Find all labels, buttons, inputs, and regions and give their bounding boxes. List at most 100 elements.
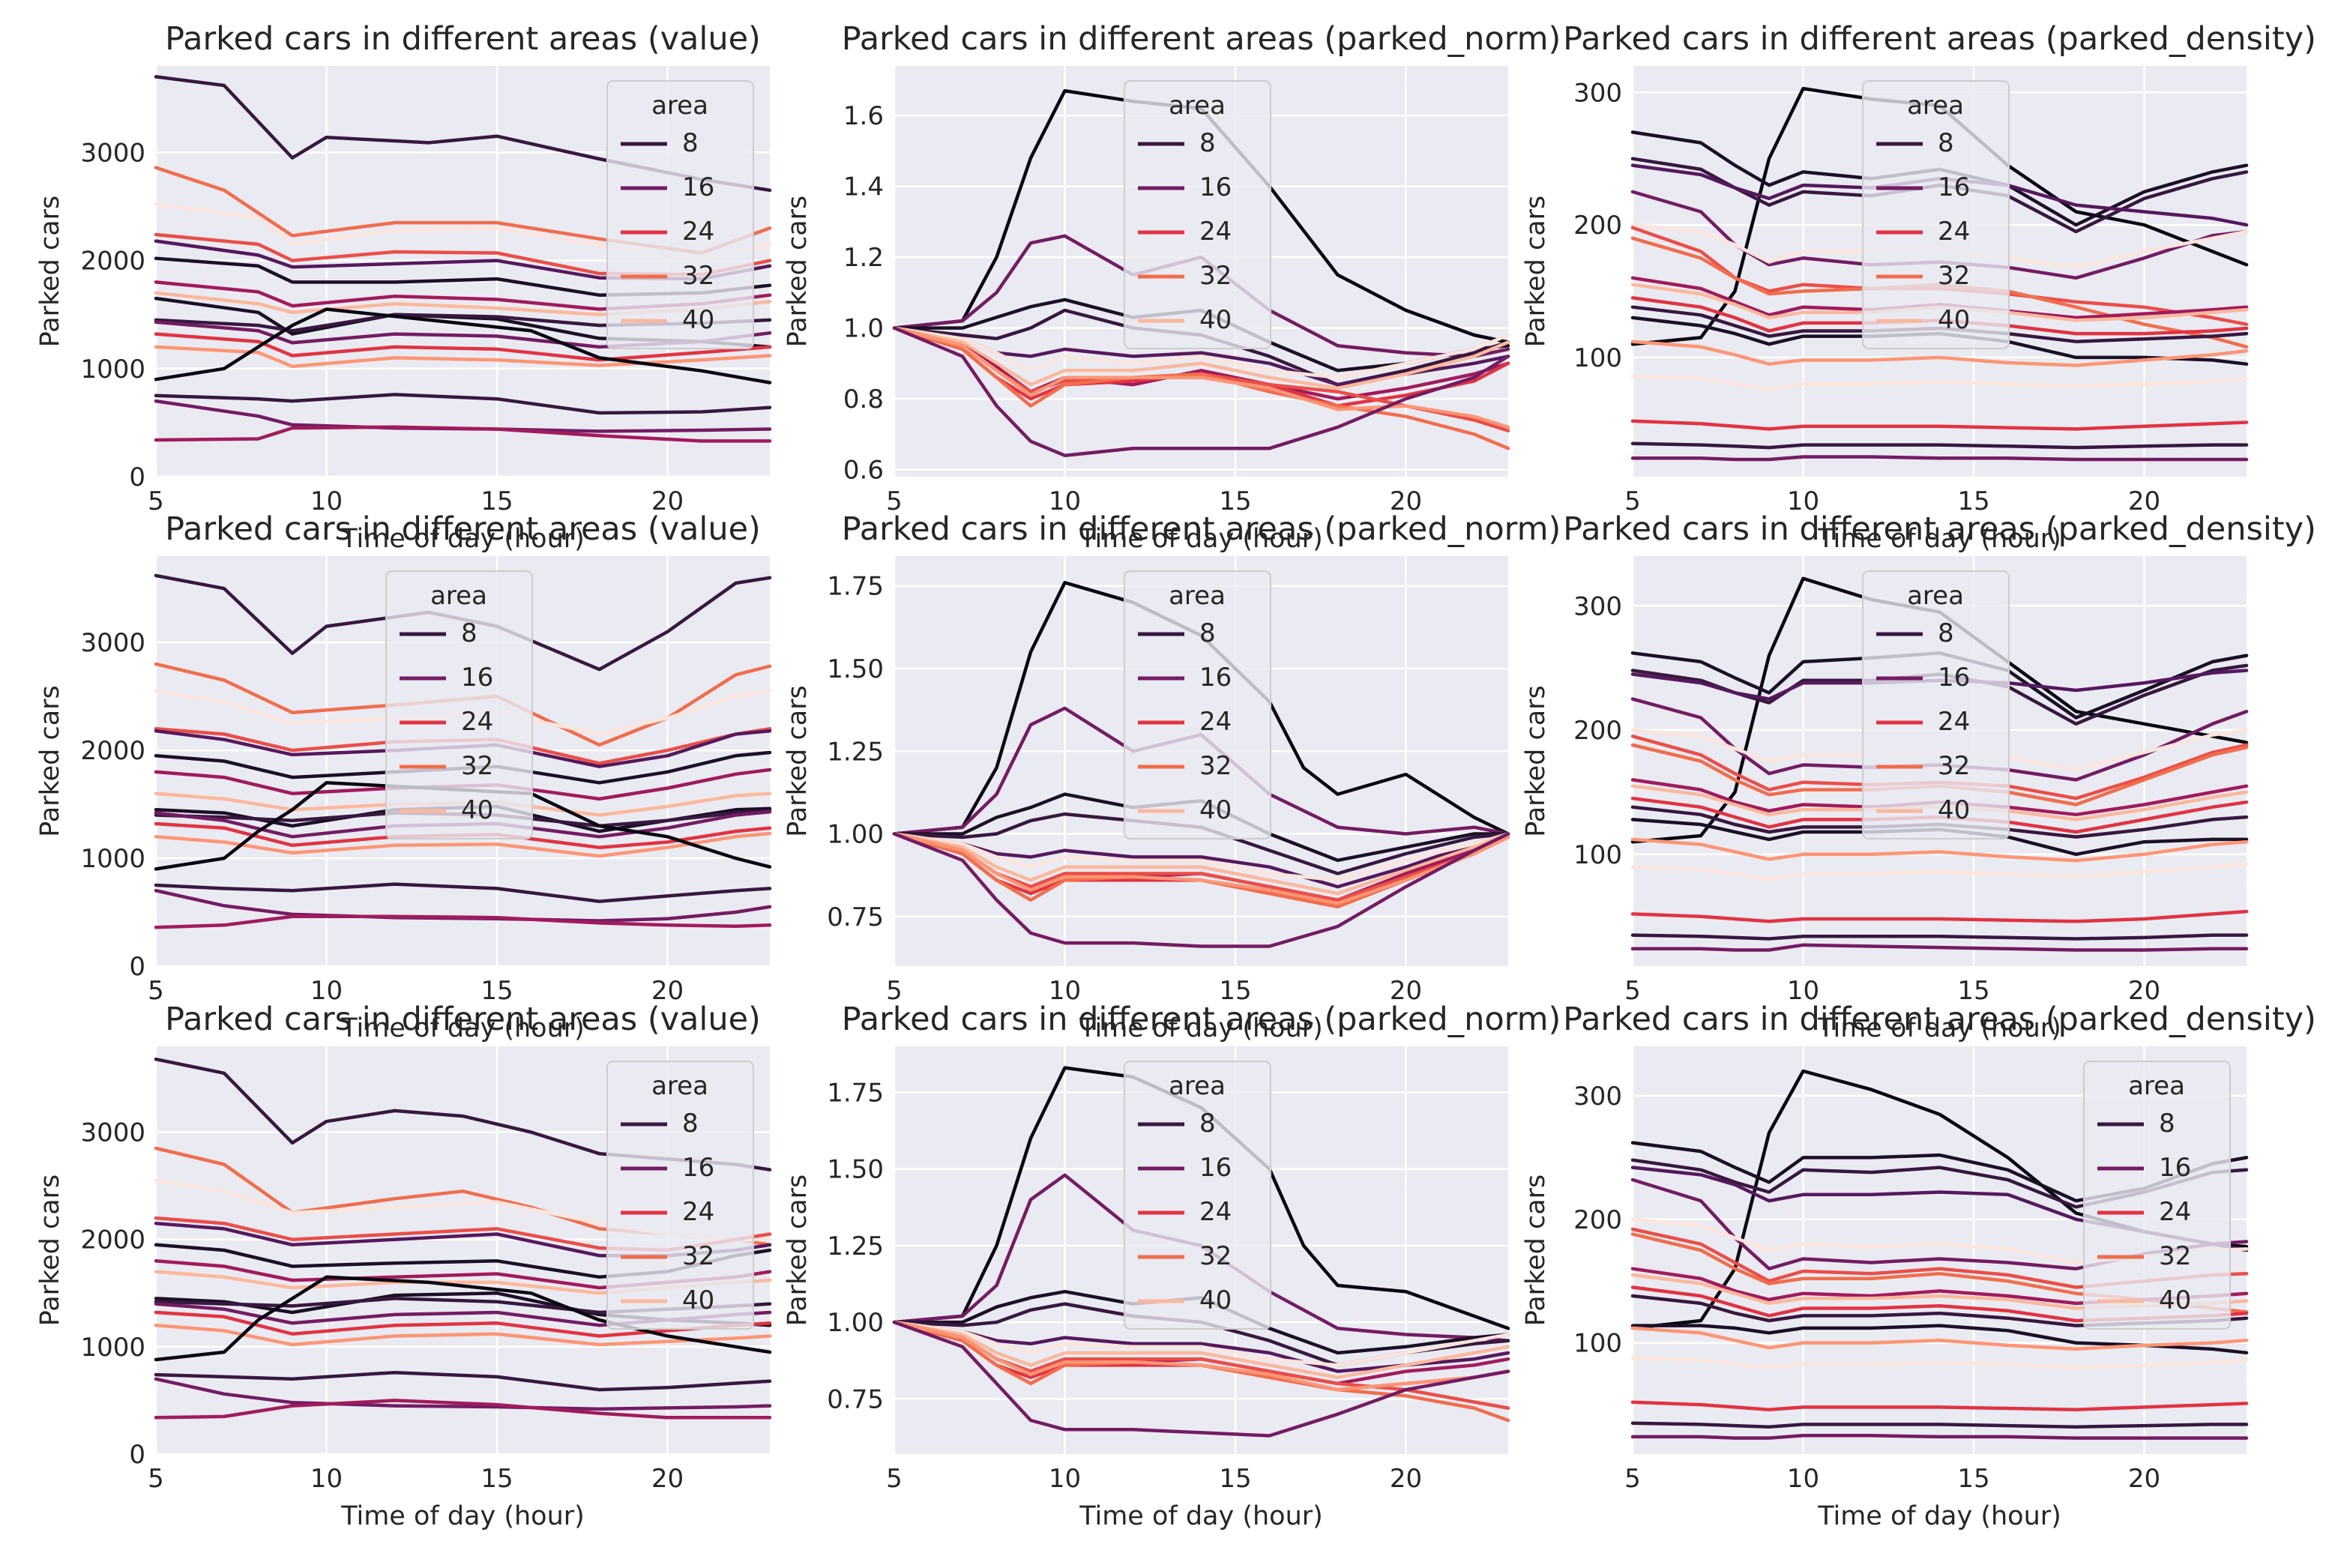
series-line-18 bbox=[1630, 455, 2249, 462]
y-axis-label: Parked cars bbox=[35, 196, 65, 348]
series-line-13 bbox=[892, 1320, 1510, 1438]
x-tick-label: 20 bbox=[2128, 486, 2160, 516]
x-axis-label: Time of day (hour) bbox=[1079, 1013, 1323, 1043]
series-line-17 bbox=[154, 425, 772, 443]
legend-entry: 32 bbox=[2159, 1241, 2191, 1271]
chart-panel-5: 5 10 15 20 0.75 1.00 1.25 1.50 1.75 area 8 16 24 32 40… bbox=[783, 510, 1561, 1043]
chart-title: Parked cars in different areas (parked_n… bbox=[842, 20, 1561, 58]
series-line-6 bbox=[892, 832, 1510, 882]
series-line-13 bbox=[892, 326, 1510, 457]
legend-title: area bbox=[1907, 581, 1964, 611]
legend-entry: 16 bbox=[1199, 172, 1232, 202]
y-axis-label: Parked cars bbox=[35, 1175, 65, 1327]
x-axis-label: Time of day (hour) bbox=[1079, 524, 1323, 554]
y-tick-label: 1.50 bbox=[827, 654, 884, 684]
x-axis-label: Time of day (hour) bbox=[340, 524, 585, 554]
y-axis-label: Parked cars bbox=[35, 685, 65, 837]
chart-title: Parked cars in different areas (parked_n… bbox=[842, 1001, 1561, 1038]
x-tick-label: 20 bbox=[651, 976, 684, 1006]
x-tick-label: 20 bbox=[1390, 1464, 1422, 1494]
series-line-14 bbox=[154, 307, 772, 385]
legend-entry: 8 bbox=[682, 128, 699, 158]
y-tick-label: 1.00 bbox=[827, 820, 884, 850]
y-tick-label: 1.00 bbox=[827, 1308, 884, 1338]
chart-title: Parked cars in different areas (value) bbox=[165, 510, 761, 548]
y-tick-label: 100 bbox=[1573, 840, 1622, 870]
legend-entry: 40 bbox=[1199, 795, 1232, 825]
x-tick-label: 20 bbox=[2128, 1464, 2160, 1494]
legend-title: area bbox=[430, 581, 487, 611]
series-line-12 bbox=[892, 326, 1510, 429]
legend: area 8 16 24 32 40 bbox=[606, 80, 754, 349]
x-axis-label: Time of day (hour) bbox=[1817, 524, 2061, 554]
chart-panel-7: 5 10 15 20 0 1000 2000 3000 area 8 16 24 32 40 Time of… bbox=[35, 1001, 772, 1531]
legend-entry: 40 bbox=[1199, 305, 1232, 335]
series-line-16 bbox=[1630, 909, 2249, 923]
series-line-7 bbox=[892, 832, 1510, 896]
legend-entry: 40 bbox=[1199, 1285, 1232, 1315]
y-tick-label: 3000 bbox=[80, 138, 145, 168]
series-line-14 bbox=[1630, 340, 2249, 367]
y-tick-label: 0.75 bbox=[827, 902, 884, 932]
legend-entry: 32 bbox=[1199, 1241, 1232, 1271]
x-tick-label: 5 bbox=[148, 486, 164, 516]
legend-entry: 24 bbox=[1938, 217, 1970, 247]
y-tick-label: 1.75 bbox=[827, 572, 884, 602]
series-line-13 bbox=[154, 831, 772, 858]
x-tick-label: 20 bbox=[1390, 976, 1422, 1006]
chart-panel-8: 5 10 15 20 0.75 1.00 1.25 1.50 1.75 area 8 16 24 32 40… bbox=[783, 1001, 1561, 1531]
legend-box bbox=[1862, 570, 2010, 839]
legend-entry: 16 bbox=[1938, 172, 1970, 202]
chart-panel-6: 5 10 15 20 100 200 300 area 8 16 24 32 40 Time of day… bbox=[1521, 510, 2316, 1043]
legend-entry: 16 bbox=[461, 663, 493, 693]
y-tick-label: 2000 bbox=[80, 247, 145, 277]
y-tick-label: 0 bbox=[129, 1440, 145, 1470]
y-tick-label: 1.75 bbox=[827, 1078, 884, 1108]
series-line-15 bbox=[154, 1370, 772, 1392]
y-tick-label: 1.6 bbox=[843, 101, 884, 131]
y-tick-label: 100 bbox=[1573, 1329, 1622, 1359]
legend-entry: 32 bbox=[461, 751, 493, 781]
x-tick-label: 10 bbox=[1049, 1464, 1081, 1494]
x-tick-label: 10 bbox=[1049, 486, 1081, 516]
legend: area 8 16 24 32 40 bbox=[385, 570, 533, 839]
x-tick-label: 15 bbox=[480, 976, 513, 1006]
y-tick-label: 1000 bbox=[80, 1333, 145, 1363]
series-line-16 bbox=[1630, 419, 2249, 431]
y-tick-label: 100 bbox=[1573, 343, 1622, 373]
legend: area 8 16 24 32 40 bbox=[1862, 570, 2010, 839]
x-tick-label: 15 bbox=[480, 486, 513, 516]
series-line-15 bbox=[1630, 862, 2249, 881]
series-line-7 bbox=[892, 1320, 1510, 1379]
series-line-14 bbox=[154, 1275, 772, 1362]
legend: area 8 16 24 32 40 bbox=[1862, 80, 2010, 349]
x-tick-label: 10 bbox=[1787, 1464, 1819, 1494]
legend-entry: 8 bbox=[1199, 1109, 1216, 1139]
y-tick-label: 1000 bbox=[80, 355, 145, 385]
legend-entry: 24 bbox=[1199, 707, 1232, 737]
legend: area 8 16 24 32 40 bbox=[2083, 1061, 2231, 1330]
x-tick-label: 20 bbox=[651, 1464, 684, 1494]
x-tick-label: 15 bbox=[1957, 486, 1989, 516]
chart-panel-1: 5 10 15 20 0 1000 2000 3000 area 8 16 24 32 40 Time of… bbox=[35, 20, 772, 554]
legend-box bbox=[385, 570, 533, 839]
x-tick-label: 5 bbox=[886, 976, 903, 1006]
chart-title: Parked cars in different areas (value) bbox=[165, 20, 761, 58]
y-axis-label: Parked cars bbox=[1521, 685, 1551, 837]
y-tick-label: 0.8 bbox=[843, 385, 884, 414]
y-tick-label: 2000 bbox=[80, 1225, 145, 1255]
legend-entry: 16 bbox=[682, 1153, 714, 1183]
y-axis-label: Parked cars bbox=[1521, 1175, 1551, 1327]
y-tick-label: 1.25 bbox=[827, 737, 884, 767]
legend-title: area bbox=[1169, 581, 1226, 611]
legend-entry: 16 bbox=[682, 172, 714, 202]
series-line-15 bbox=[154, 393, 772, 415]
legend-entry: 24 bbox=[2159, 1197, 2191, 1227]
series-line-13 bbox=[154, 345, 772, 369]
y-axis-label: Parked cars bbox=[783, 196, 813, 348]
series-line-17 bbox=[1630, 441, 2249, 450]
x-tick-label: 10 bbox=[1787, 976, 1819, 1006]
legend-entry: 24 bbox=[682, 217, 714, 247]
legend-entry: 32 bbox=[1199, 751, 1232, 781]
x-tick-label: 20 bbox=[2128, 976, 2160, 1006]
